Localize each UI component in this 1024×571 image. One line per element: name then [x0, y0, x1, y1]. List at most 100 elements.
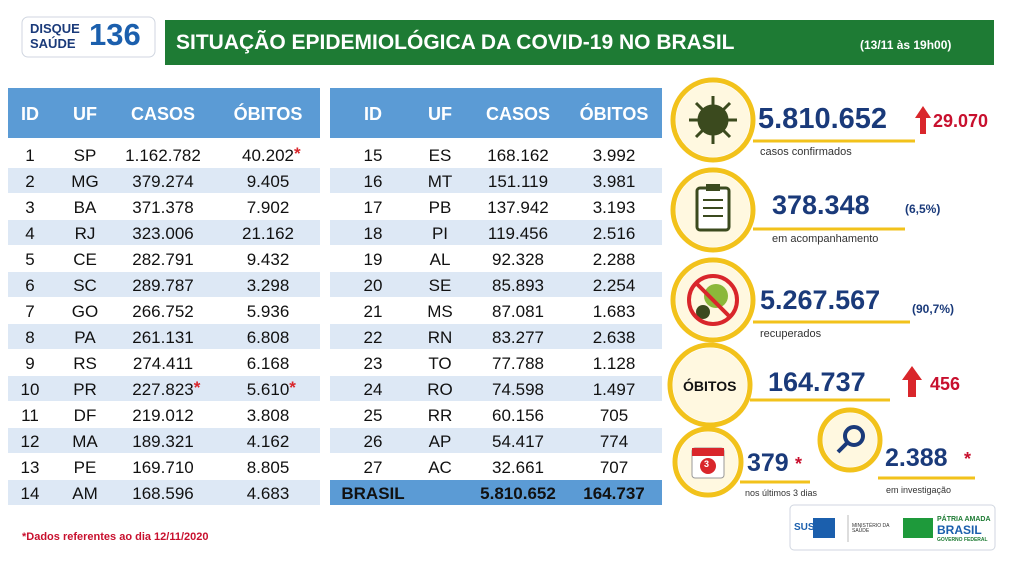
table-cell: PE — [74, 459, 97, 476]
cell-value: 169.710 — [132, 458, 194, 477]
cell-value: 18 — [363, 224, 383, 243]
cell-value: AP — [428, 432, 452, 451]
table-cell: 169.710 — [132, 459, 193, 476]
stat-increase: 29.070 — [933, 111, 989, 131]
table-cell: 151.119 — [488, 173, 548, 190]
clipboard-icon — [695, 184, 731, 232]
sus-cross — [813, 518, 835, 538]
stat-value: 2.388 — [885, 444, 948, 472]
up-arrow — [915, 106, 931, 134]
slogan: BRASIL — [937, 523, 982, 537]
table-cell: 40.202 * — [242, 145, 301, 164]
table-cell: 1.128 — [593, 355, 636, 372]
table-row — [330, 376, 662, 401]
table-cell: 8 — [25, 329, 34, 346]
cell-value: 189.321 — [132, 432, 194, 451]
column-header: ID — [21, 104, 39, 124]
table-cell: 22 — [364, 329, 383, 346]
cell-value: CE — [73, 250, 97, 269]
stat-label: em investigação — [886, 485, 952, 495]
table-cell: 371.378 — [132, 199, 193, 216]
government-label: GOVERNO FEDERAL — [937, 537, 988, 543]
stat-label: recuperados — [760, 328, 822, 340]
table-row — [8, 246, 320, 271]
table-cell: PR — [73, 381, 97, 398]
table-cell: 85.893 — [492, 277, 544, 294]
cell-value: 16 — [363, 172, 383, 191]
cell-value: 2.254 — [592, 276, 636, 295]
table-cell: 2.638 — [593, 329, 636, 346]
title-bar — [165, 20, 994, 65]
table-row — [330, 194, 662, 219]
stat-percent: (6,5%) — [905, 202, 941, 216]
underlines — [740, 139, 975, 484]
table-cell: 77.788 — [492, 355, 544, 372]
table-cell: 15 — [364, 147, 383, 164]
table-cell: 16 — [364, 173, 383, 190]
cell-value: 21 — [363, 302, 383, 321]
table-cell: 25 — [364, 407, 383, 424]
cell-value: BA — [73, 198, 97, 217]
logo-text: DISQUE — [30, 21, 80, 36]
cell-value: PR — [73, 380, 97, 399]
cell-value: 137.942 — [487, 198, 549, 217]
cell-value: 774 — [599, 432, 629, 451]
cell-value: 7.902 — [246, 198, 290, 217]
table-cell: 2.288 — [593, 251, 636, 268]
table-row — [8, 298, 320, 323]
table-cell: SC — [73, 277, 97, 294]
table-cell: 3 — [25, 199, 34, 216]
table-row — [8, 454, 320, 479]
table-cell: 7.902 — [247, 199, 290, 216]
table-cell: 5.610 * — [247, 379, 296, 398]
table-cell: 274.411 — [133, 355, 193, 372]
table-cell: SE — [429, 277, 452, 294]
table-cell: 83.277 — [492, 329, 544, 346]
table-cell: 119.456 — [488, 225, 548, 242]
table-cell: ES — [429, 147, 452, 164]
cell-value: ES — [428, 146, 452, 165]
cell-value: AC — [428, 458, 452, 477]
table-cell: 168.596 — [132, 485, 193, 502]
table-cell: 323.006 — [132, 225, 193, 242]
cell-value: 5 — [25, 250, 35, 269]
cell-value: RS — [73, 354, 97, 373]
table-row — [330, 324, 662, 349]
cell-value: 24 — [363, 380, 383, 399]
cell-value: 3.992 — [592, 146, 636, 165]
cell-value: 168.162 — [487, 146, 549, 165]
table-row — [330, 350, 662, 375]
magnifier-icon — [836, 425, 865, 454]
cell-value: AL — [429, 250, 451, 269]
table-cell: AL — [430, 251, 451, 268]
cell-value: 1.497 — [592, 380, 636, 399]
table-row — [8, 402, 320, 427]
table-cell: 4.162 — [247, 433, 290, 450]
logo-text: SAÚDE — [30, 36, 76, 51]
table-row — [330, 142, 662, 167]
table-cell: DF — [74, 407, 97, 424]
stat-label: em acompanhamento — [772, 233, 879, 245]
table-row — [330, 272, 662, 297]
cell-value: PA — [74, 328, 96, 347]
table-cell: 189.321 — [132, 433, 193, 450]
table-cell: 1 — [25, 147, 34, 164]
table-cell: 1.497 — [593, 381, 636, 398]
table-row — [8, 272, 320, 297]
table-cell: RJ — [75, 225, 96, 242]
cell-value: 74.598 — [492, 380, 544, 399]
cell-value: 219.012 — [132, 406, 194, 425]
table-cell: 774 — [600, 433, 628, 450]
cell-value: 4.683 — [246, 484, 290, 503]
table-cell: 27 — [364, 459, 383, 476]
cell-value: 9 — [25, 354, 35, 373]
cell-value: 92.328 — [492, 250, 544, 269]
cell-value: 9.432 — [246, 250, 290, 269]
table-cell: MT — [428, 173, 453, 190]
table-cell: RR — [428, 407, 453, 424]
cell-value: MT — [427, 172, 453, 191]
cell-value: 22 — [363, 328, 383, 347]
cell-value: 87.081 — [492, 302, 544, 321]
table-cell: SP — [74, 147, 97, 164]
